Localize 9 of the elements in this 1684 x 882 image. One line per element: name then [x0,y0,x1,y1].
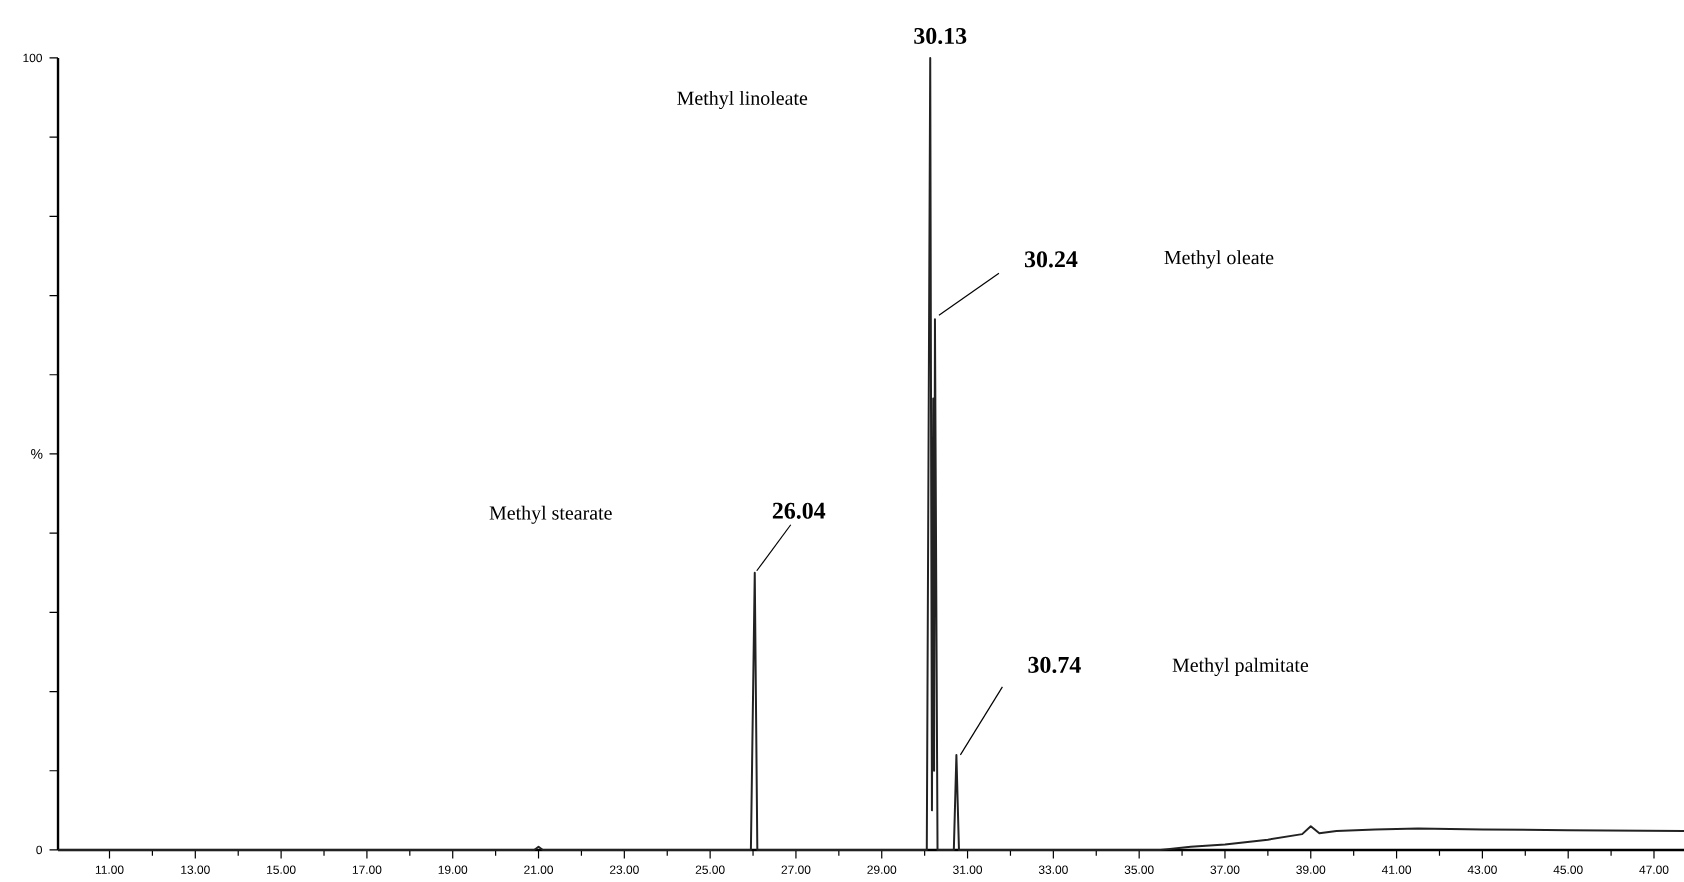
annotation: Methyl palmitate [1172,657,1309,676]
annotation: Methyl stearate [489,505,612,524]
annotation: Methyl linoleate [677,90,808,110]
annotation: 30.24 [1024,251,1078,268]
annotation: 26.04 [772,502,826,519]
annotation: 30.74 [1028,656,1081,674]
annotation: Methyl oleate [1164,250,1274,269]
line-series [57,56,1684,851]
annotation: 30.13 [914,27,967,45]
